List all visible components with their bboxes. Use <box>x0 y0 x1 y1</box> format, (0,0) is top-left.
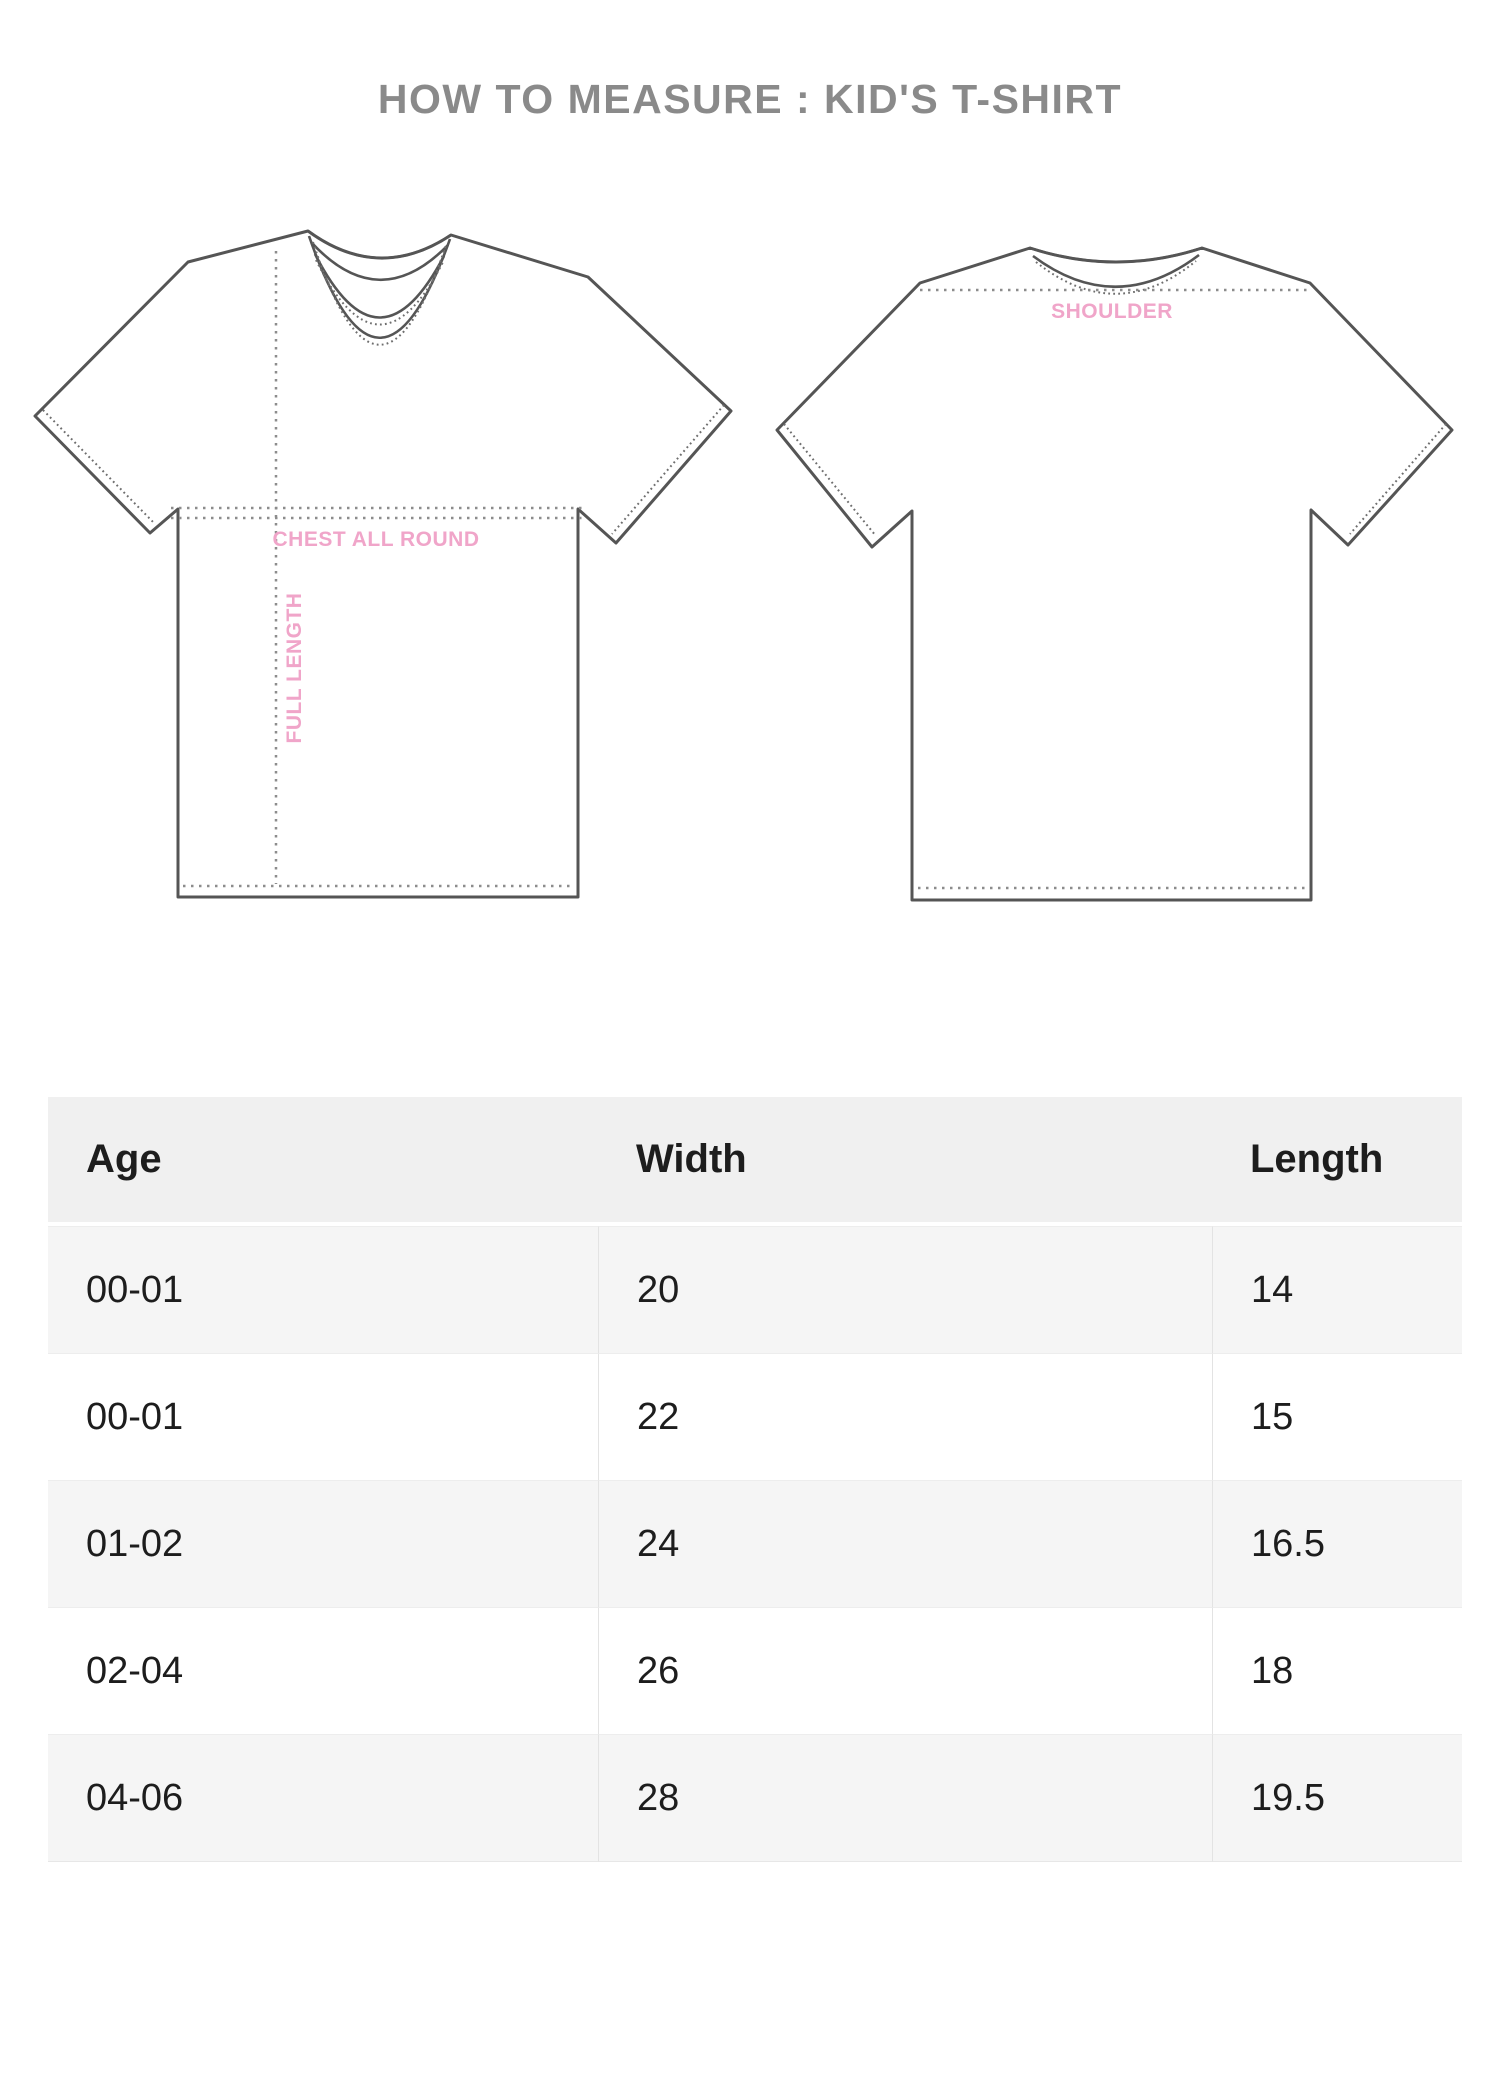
length-cell: 19.5 <box>1212 1734 1462 1862</box>
width-cell: 26 <box>598 1607 1212 1734</box>
column-header-length: Length <box>1212 1097 1462 1226</box>
tshirt-back-diagram: SHOULDER <box>775 246 1454 902</box>
table-row: 02-04 26 18 <box>48 1607 1462 1734</box>
table-row: 04-06 28 19.5 <box>48 1734 1462 1862</box>
measure-diagram: CHEST ALL ROUND FULL LENGTH SHOULDER <box>0 0 1500 960</box>
tshirt-front-diagram: CHEST ALL ROUND FULL LENGTH <box>33 229 733 899</box>
tshirt-back-outline <box>775 246 1454 902</box>
table-row: 00-01 22 15 <box>48 1353 1462 1480</box>
length-cell: 15 <box>1212 1353 1462 1480</box>
age-cell: 04-06 <box>48 1734 598 1862</box>
length-cell: 16.5 <box>1212 1480 1462 1607</box>
length-cell: 14 <box>1212 1226 1462 1353</box>
page-title: HOW TO MEASURE : KID'S T-SHIRT <box>377 76 1123 122</box>
column-header-age: Age <box>48 1097 598 1226</box>
length-cell: 18 <box>1212 1607 1462 1734</box>
age-cell: 01-02 <box>48 1480 598 1607</box>
table-row: 01-02 24 16.5 <box>48 1480 1462 1607</box>
width-cell: 22 <box>598 1353 1212 1480</box>
age-cell: 00-01 <box>48 1353 598 1480</box>
age-cell: 02-04 <box>48 1607 598 1734</box>
full-length-measure-label: FULL LENGTH <box>283 593 306 744</box>
age-cell: 00-01 <box>48 1226 598 1353</box>
shoulder-measure-label: SHOULDER <box>1051 300 1173 323</box>
column-header-width: Width <box>598 1097 1212 1226</box>
width-cell: 20 <box>598 1226 1212 1353</box>
size-table-header-row: Age Width Length <box>48 1097 1462 1226</box>
tshirt-front-outline <box>33 229 733 899</box>
size-table-section: Age Width Length 00-01 20 14 00-01 22 15… <box>48 1097 1462 1862</box>
chest-measure-label: CHEST ALL ROUND <box>273 528 480 551</box>
size-table: Age Width Length 00-01 20 14 00-01 22 15… <box>48 1097 1462 1862</box>
width-cell: 28 <box>598 1734 1212 1862</box>
table-row: 00-01 20 14 <box>48 1226 1462 1353</box>
width-cell: 24 <box>598 1480 1212 1607</box>
